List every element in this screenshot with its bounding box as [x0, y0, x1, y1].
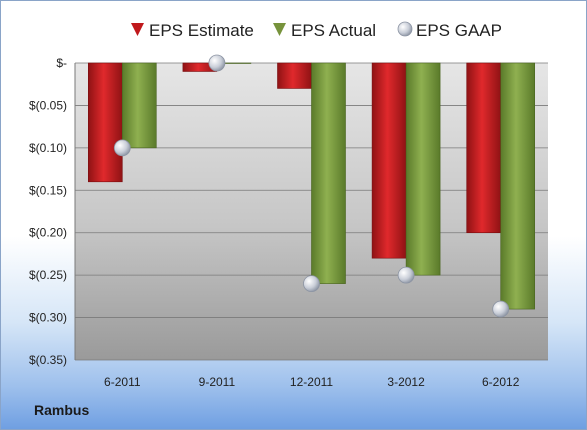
- y-tick-label: $(0.30): [29, 311, 67, 325]
- y-axis: $- $(0.05) $(0.10) $(0.15) $(0.20) $(0.25) $(0…: [29, 56, 76, 367]
- bar-eps-actual: [500, 62, 536, 310]
- y-tick-label: $-: [56, 56, 67, 70]
- marker-eps-gaap: [208, 54, 226, 72]
- marker-eps-gaap: [113, 139, 131, 157]
- x-axis: 6-2011 9-2011 12-2011 3-2012 6-2012: [104, 375, 520, 389]
- x-tick-label: 6-2012: [482, 375, 520, 389]
- legend-estimate-icon: [131, 23, 144, 36]
- legend-actual-icon: [273, 23, 286, 36]
- y-tick-label: $(0.20): [29, 226, 67, 240]
- y-tick-label: $(0.10): [29, 141, 67, 155]
- legend: EPS Estimate EPS Actual EPS GAAP: [131, 21, 502, 40]
- x-tick-label: 12-2011: [290, 375, 333, 389]
- bar-eps-actual: [311, 62, 346, 284]
- marker-eps-gaap: [397, 266, 415, 284]
- bar-eps-estimate: [277, 62, 312, 89]
- company-name: Rambus: [34, 402, 90, 418]
- bar-eps-estimate: [466, 62, 502, 234]
- bars: [88, 62, 536, 310]
- y-tick-label: $(0.25): [29, 268, 67, 282]
- bar-eps-estimate: [88, 62, 123, 183]
- y-tick-label: $(0.05): [29, 98, 67, 112]
- x-tick-label: 3-2012: [387, 375, 425, 389]
- bar-eps-actual: [405, 62, 441, 276]
- bar-eps-actual: [122, 62, 157, 149]
- y-tick-label: $(0.35): [29, 353, 67, 367]
- gaap-markers: [113, 54, 510, 318]
- legend-gaap-icon: [397, 21, 413, 37]
- x-tick-label: 6-2011: [104, 375, 141, 389]
- legend-estimate-label: EPS Estimate: [149, 21, 254, 40]
- legend-gaap-label: EPS GAAP: [416, 21, 502, 40]
- marker-eps-gaap: [303, 275, 320, 293]
- bar-eps-estimate: [371, 62, 407, 259]
- legend-actual-label: EPS Actual: [291, 21, 376, 40]
- marker-eps-gaap: [492, 300, 510, 318]
- y-tick-label: $(0.15): [29, 183, 67, 197]
- x-tick-label: 9-2011: [199, 375, 236, 389]
